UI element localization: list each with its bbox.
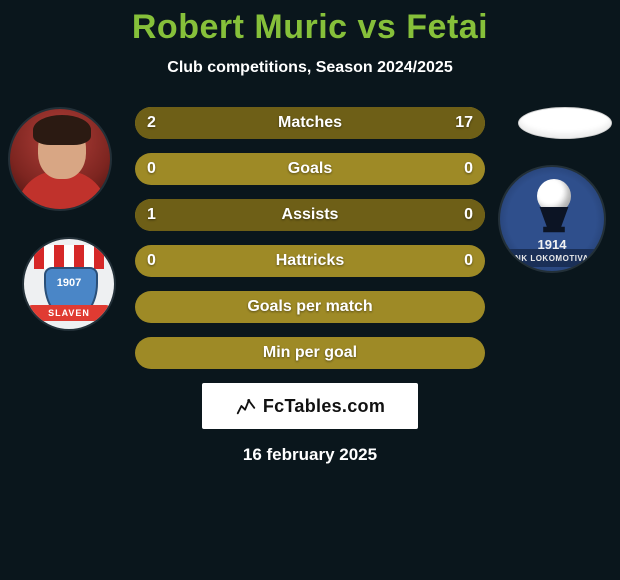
stat-value-right: 17: [455, 114, 473, 132]
club-left-year: 1907: [24, 277, 114, 289]
stat-row: Min per goal: [135, 337, 485, 369]
stat-value-left: 1: [147, 206, 156, 224]
stat-row: Goals per match: [135, 291, 485, 323]
generated-date: 16 february 2025: [0, 445, 620, 465]
player-right-club-badge: 1914 NK LOKOMOTIVA: [498, 165, 606, 273]
stat-label: Goals per match: [247, 298, 372, 316]
fctables-logo-icon: [235, 395, 257, 417]
player-right-column: [518, 107, 612, 139]
stat-label: Min per goal: [263, 344, 357, 362]
branding-text: FcTables.com: [263, 396, 385, 417]
stat-value-left: 0: [147, 252, 156, 270]
page-subtitle: Club competitions, Season 2024/2025: [0, 59, 620, 77]
player-right-avatar-placeholder: [518, 107, 612, 139]
stat-label: Goals: [288, 160, 332, 178]
stat-value-left: 2: [147, 114, 156, 132]
club-right-name: NK LOKOMOTIVA: [498, 249, 606, 267]
player-left-avatar: [8, 107, 112, 211]
player-left-club-badge: 1907 SLAVEN: [22, 237, 116, 331]
stat-value-right: 0: [464, 160, 473, 178]
stat-bars: 2 Matches 17 0 Goals 0 1 Assists 0 0 Hattricks 0 Goa…: [135, 107, 485, 369]
stats-area: 1907 SLAVEN 1914 NK LOKOMOTIVA 2 Matches 1…: [0, 107, 620, 369]
branding-badge: FcTables.com: [202, 383, 418, 429]
stat-row: 0 Hattricks 0: [135, 245, 485, 277]
stat-label: Matches: [278, 114, 342, 132]
stat-row: 2 Matches 17: [135, 107, 485, 139]
stat-value-left: 0: [147, 160, 156, 178]
stat-row: 1 Assists 0: [135, 199, 485, 231]
page-title: Robert Muric vs Fetai: [0, 0, 620, 47]
player-left-column: [8, 107, 112, 211]
stat-row: 0 Goals 0: [135, 153, 485, 185]
club-left-name: SLAVEN: [28, 305, 110, 321]
stat-label: Hattricks: [276, 252, 344, 270]
stat-value-right: 0: [464, 252, 473, 270]
stat-label: Assists: [282, 206, 339, 224]
stat-value-right: 0: [464, 206, 473, 224]
